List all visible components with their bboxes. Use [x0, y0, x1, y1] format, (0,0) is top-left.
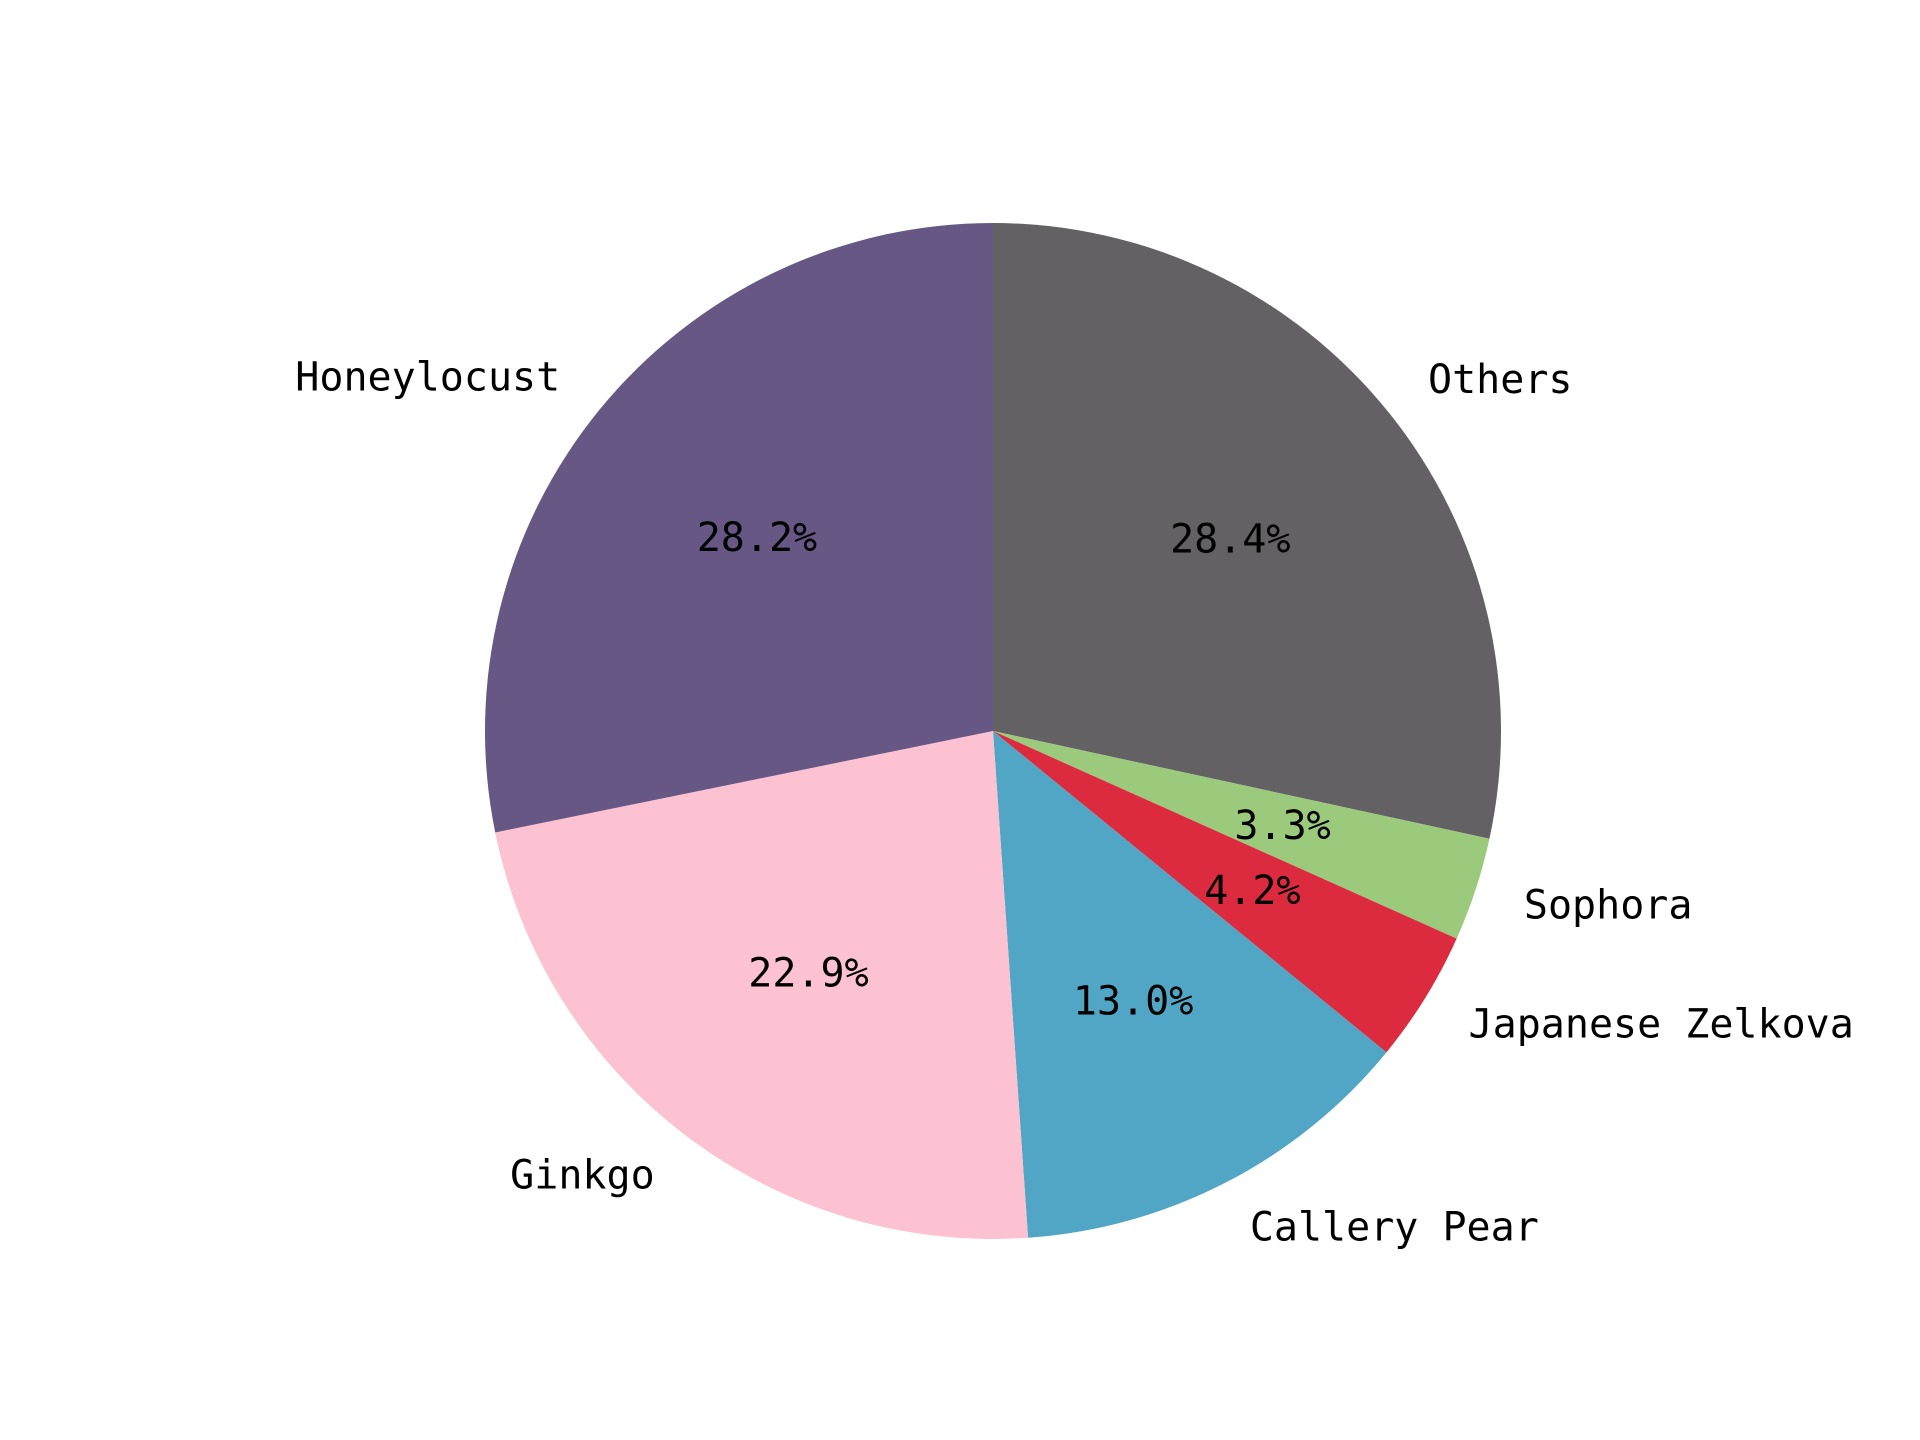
slice-label-ginkgo: Ginkgo — [510, 1153, 655, 1199]
pie-slice-japanese-zelkova — [993, 731, 1457, 1053]
pie-labels: 28.4% Others 3.3% Sophora 4.2% Japanese Zelko… — [295, 355, 1854, 1251]
pie-slice-honeylocust — [485, 222, 993, 833]
slice-label-honeylocust: Honeylocust — [295, 355, 560, 401]
pct-label-others: 28.4% — [1170, 517, 1290, 563]
pie-slice-ginkgo — [495, 731, 1029, 1239]
pie-slice-callery-pear — [993, 731, 1387, 1238]
pct-label-honeylocust: 28.2% — [697, 515, 817, 561]
slice-label-sophora: Sophora — [1524, 882, 1693, 928]
pie-slice-sophora — [993, 731, 1490, 939]
pct-label-callery-pear: 13.0% — [1073, 979, 1193, 1025]
pct-label-sophora: 3.3% — [1234, 803, 1330, 849]
pie-slice-others — [993, 223, 1501, 839]
pct-label-ginkgo: 22.9% — [748, 951, 868, 997]
pct-label-japanese-zelkova: 4.2% — [1204, 868, 1300, 914]
slice-label-others: Others — [1428, 357, 1573, 403]
pie-slices — [485, 222, 1501, 1239]
slice-label-japanese-zelkova: Japanese Zelkova — [1469, 1001, 1854, 1047]
slice-label-callery-pear: Callery Pear — [1250, 1204, 1539, 1250]
